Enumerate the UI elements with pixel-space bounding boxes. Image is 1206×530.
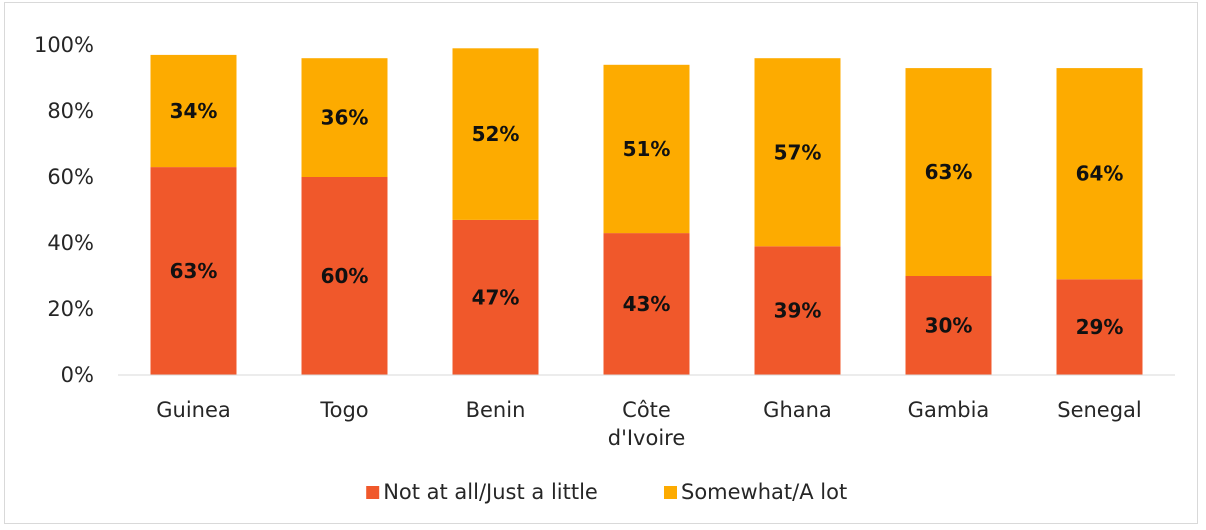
legend-swatch (664, 486, 677, 499)
bar-segment-not-at-all (754, 246, 841, 375)
data-label: 36% (321, 106, 369, 130)
bar-segment-somewhat (754, 58, 841, 247)
data-label: 30% (925, 314, 973, 338)
bar-segment-not-at-all (301, 177, 388, 375)
x-tick-label: Ghana (763, 398, 832, 422)
bar-segment-not-at-all (452, 219, 539, 375)
y-axis: 0% 20% 40% 60% 80% 100% (34, 33, 94, 387)
bar-segment-somewhat (452, 48, 539, 220)
data-label: 39% (774, 299, 822, 323)
bar-segment-not-at-all (150, 167, 237, 375)
data-label: 34% (170, 99, 218, 123)
y-tick-label: 0% (61, 363, 94, 387)
data-label: 60% (321, 264, 369, 288)
bar-segment-somewhat (1056, 68, 1143, 280)
data-label: 47% (472, 285, 520, 309)
data-label: 63% (170, 259, 218, 283)
legend-swatch (366, 486, 380, 499)
y-tick-label: 40% (47, 231, 94, 255)
y-tick-label: 80% (47, 99, 94, 123)
x-tick-label: Benin (466, 398, 526, 422)
x-axis: Guinea Togo Benin Côte d'Ivoire Ghana Gambia Se… (118, 374, 1175, 450)
data-label: 29% (1076, 315, 1124, 339)
data-label: 51% (623, 137, 671, 161)
bars: 63% 34% 60% 36% 47% 52% 43% 51% 39% 57% 30% 63% 29% 6… (150, 48, 1143, 375)
bar-segment-not-at-all (1056, 279, 1143, 375)
data-label: 64% (1076, 162, 1124, 186)
y-tick-label: 20% (47, 297, 94, 321)
bar-segment-somewhat (905, 68, 992, 276)
x-tick-label: Côte d'Ivoire (608, 398, 686, 450)
data-label: 43% (623, 292, 671, 316)
bar-segment-somewhat (603, 64, 690, 234)
x-tick-label: Gambia (908, 398, 990, 422)
x-tick-label: Togo (319, 398, 368, 422)
y-tick-label: 60% (47, 165, 94, 189)
x-tick-label: Senegal (1057, 398, 1142, 422)
x-tick-label: Guinea (156, 398, 231, 422)
y-tick-label: 100% (34, 33, 94, 57)
data-label: 57% (774, 140, 822, 164)
bar-segment-not-at-all (905, 276, 992, 375)
legend-label: Somewhat/A lot (681, 480, 847, 504)
data-label: 63% (925, 160, 973, 184)
bar-segment-somewhat (150, 54, 237, 168)
data-label: 52% (472, 122, 520, 146)
legend-label: Not at all/Just a little (383, 480, 598, 504)
legend: Not at all/Just a little Somewhat/A lot (366, 480, 847, 504)
bar-segment-not-at-all (603, 233, 690, 375)
bar-segment-somewhat (301, 58, 388, 178)
